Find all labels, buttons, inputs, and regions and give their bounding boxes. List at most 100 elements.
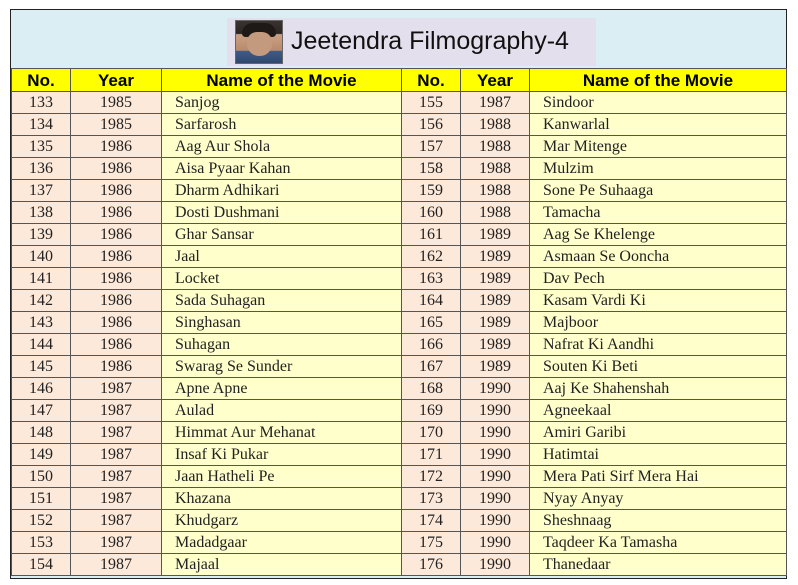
right-year-cell: 1990 — [460, 421, 530, 444]
right-year-cell: 1989 — [460, 245, 530, 268]
right-no-cell: 168 — [401, 377, 461, 400]
left-no-cell: 140 — [11, 245, 71, 268]
header-year-left: Year — [70, 68, 162, 92]
table-row: 146 1987 Apne Apne 168 1990 Aaj Ke Shahenshah — [11, 377, 787, 400]
actor-portrait-icon — [235, 20, 283, 64]
table-row: 143 1986 Singhasan 165 1989 Majboor — [11, 311, 787, 334]
right-name-cell: Taqdeer Ka Tamasha — [529, 531, 787, 554]
left-no-cell: 135 — [11, 135, 71, 158]
right-name-cell: Tamacha — [529, 201, 787, 224]
left-year-cell: 1987 — [70, 553, 162, 576]
table-row: 138 1986 Dosti Dushmani 160 1988 Tamacha — [11, 201, 787, 224]
table-row: 154 1987 Majaal 176 1990 Thanedaar — [11, 553, 787, 576]
right-no-cell: 175 — [401, 531, 461, 554]
left-year-cell: 1986 — [70, 135, 162, 158]
left-name-cell: Dharm Adhikari — [161, 179, 402, 202]
left-year-cell: 1986 — [70, 289, 162, 312]
left-name-cell: Dosti Dushmani — [161, 201, 402, 224]
left-name-cell: Sada Suhagan — [161, 289, 402, 312]
left-year-cell: 1987 — [70, 531, 162, 554]
title-box: Jeetendra Filmography-4 — [227, 18, 596, 66]
right-year-cell: 1987 — [460, 91, 530, 114]
right-no-cell: 160 — [401, 201, 461, 224]
right-year-cell: 1988 — [460, 113, 530, 136]
left-name-cell: Himmat Aur Mehanat — [161, 421, 402, 444]
table-body: 133 1985 Sanjog 155 1987 Sindoor 134 1985 Sarfar… — [11, 91, 787, 576]
left-no-cell: 139 — [11, 223, 71, 246]
right-name-cell: Amiri Garibi — [529, 421, 787, 444]
table-row: 140 1986 Jaal 162 1989 Asmaan Se Ooncha — [11, 245, 787, 268]
left-name-cell: Suhagan — [161, 333, 402, 356]
table-row: 137 1986 Dharm Adhikari 159 1988 Sone Pe Suha… — [11, 179, 787, 202]
left-name-cell: Sarfarosh — [161, 113, 402, 136]
left-no-cell: 133 — [11, 91, 71, 114]
left-year-cell: 1987 — [70, 487, 162, 510]
table-row: 152 1987 Khudgarz 174 1990 Sheshnaag — [11, 509, 787, 532]
right-year-cell: 1990 — [460, 377, 530, 400]
right-no-cell: 164 — [401, 289, 461, 312]
left-name-cell: Singhasan — [161, 311, 402, 334]
right-no-cell: 159 — [401, 179, 461, 202]
left-no-cell: 141 — [11, 267, 71, 290]
right-name-cell: Agneekaal — [529, 399, 787, 422]
table-row: 134 1985 Sarfarosh 156 1988 Kanwarlal — [11, 113, 787, 136]
left-name-cell: Khudgarz — [161, 509, 402, 532]
left-name-cell: Sanjog — [161, 91, 402, 114]
left-no-cell: 150 — [11, 465, 71, 488]
left-year-cell: 1986 — [70, 223, 162, 246]
right-no-cell: 165 — [401, 311, 461, 334]
right-no-cell: 169 — [401, 399, 461, 422]
left-year-cell: 1986 — [70, 201, 162, 224]
right-name-cell: Mulzim — [529, 157, 787, 180]
left-no-cell: 138 — [11, 201, 71, 224]
left-no-cell: 154 — [11, 553, 71, 576]
right-name-cell: Kasam Vardi Ki — [529, 289, 787, 312]
table-row: 135 1986 Aag Aur Shola 157 1988 Mar Mitenge — [11, 135, 787, 158]
right-year-cell: 1989 — [460, 267, 530, 290]
right-year-cell: 1990 — [460, 465, 530, 488]
left-year-cell: 1985 — [70, 113, 162, 136]
right-no-cell: 163 — [401, 267, 461, 290]
right-no-cell: 158 — [401, 157, 461, 180]
right-year-cell: 1989 — [460, 223, 530, 246]
left-no-cell: 146 — [11, 377, 71, 400]
right-year-cell: 1989 — [460, 355, 530, 378]
table-row: 144 1986 Suhagan 166 1989 Nafrat Ki Aandhi — [11, 333, 787, 356]
right-name-cell: Sindoor — [529, 91, 787, 114]
left-no-cell: 134 — [11, 113, 71, 136]
left-year-cell: 1987 — [70, 465, 162, 488]
right-no-cell: 176 — [401, 553, 461, 576]
right-name-cell: Hatimtai — [529, 443, 787, 466]
right-name-cell: Mera Pati Sirf Mera Hai — [529, 465, 787, 488]
right-name-cell: Thanedaar — [529, 553, 787, 576]
left-no-cell: 147 — [11, 399, 71, 422]
right-no-cell: 173 — [401, 487, 461, 510]
table-row: 149 1987 Insaf Ki Pukar 171 1990 Hatimtai — [11, 443, 787, 466]
page-title: Jeetendra Filmography-4 — [291, 27, 569, 55]
left-no-cell: 142 — [11, 289, 71, 312]
left-no-cell: 137 — [11, 179, 71, 202]
left-year-cell: 1986 — [70, 267, 162, 290]
right-year-cell: 1988 — [460, 135, 530, 158]
left-year-cell: 1986 — [70, 311, 162, 334]
filmography-sheet: Jeetendra Filmography-4 No. Year Name of… — [10, 9, 787, 579]
right-year-cell: 1988 — [460, 157, 530, 180]
right-year-cell: 1990 — [460, 443, 530, 466]
left-name-cell: Apne Apne — [161, 377, 402, 400]
right-name-cell: Souten Ki Beti — [529, 355, 787, 378]
left-name-cell: Madadgaar — [161, 531, 402, 554]
right-year-cell: 1988 — [460, 179, 530, 202]
right-year-cell: 1990 — [460, 509, 530, 532]
left-year-cell: 1987 — [70, 377, 162, 400]
table-row: 150 1987 Jaan Hatheli Pe 172 1990 Mera Pati S… — [11, 465, 787, 488]
right-year-cell: 1990 — [460, 487, 530, 510]
header-no-left: No. — [11, 68, 71, 92]
left-name-cell: Swarag Se Sunder — [161, 355, 402, 378]
table-row: 142 1986 Sada Suhagan 164 1989 Kasam Vardi Ki — [11, 289, 787, 312]
right-year-cell: 1990 — [460, 399, 530, 422]
right-year-cell: 1988 — [460, 201, 530, 224]
right-name-cell: Sheshnaag — [529, 509, 787, 532]
left-name-cell: Aisa Pyaar Kahan — [161, 157, 402, 180]
table-row: 148 1987 Himmat Aur Mehanat 170 1990 Amiri Ga… — [11, 421, 787, 444]
right-name-cell: Mar Mitenge — [529, 135, 787, 158]
